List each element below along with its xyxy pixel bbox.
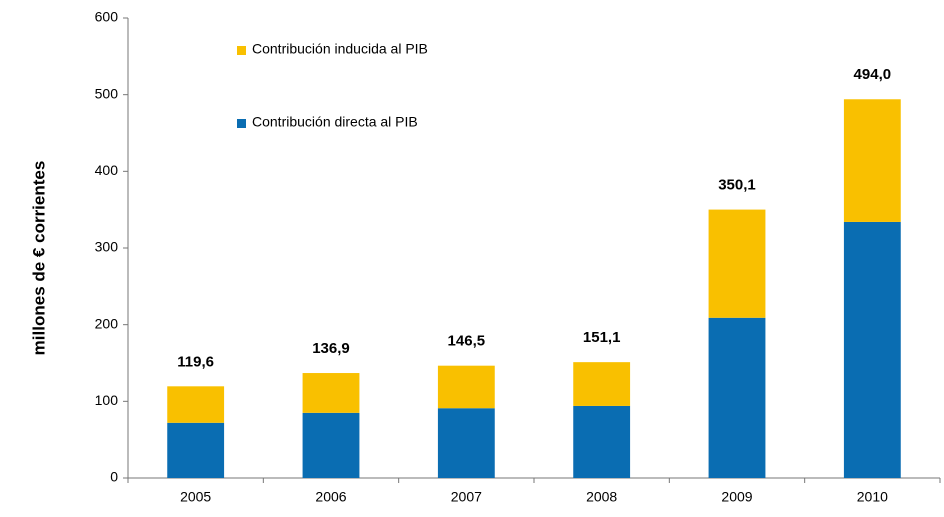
x-tick-label: 2007 [451,489,482,505]
bar-segment [573,405,631,478]
total-label: 146,5 [448,333,486,350]
total-label: 119,6 [177,353,214,370]
total-label: 136,9 [312,340,350,357]
bar-segment [843,221,901,478]
bar-segment [167,386,225,423]
bar-segment [708,317,766,478]
y-tick-label: 100 [95,392,119,408]
bar-segment [437,408,495,478]
x-tick-label: 2008 [586,489,617,505]
bar-segment [167,422,225,478]
legend-label: Contribución directa al PIB [252,114,418,130]
bar-segment [437,365,495,409]
total-label: 350,1 [718,177,756,194]
y-tick-label: 500 [95,85,119,101]
legend-swatch [237,46,246,55]
bar-segment [302,412,360,478]
bar-segment [843,99,901,222]
legend-swatch [237,119,246,128]
x-tick-label: 2005 [180,489,211,505]
y-axis-label: millones de € corrientes [29,161,48,356]
y-tick-label: 300 [95,239,119,255]
total-label: 151,1 [583,329,621,346]
x-tick-label: 2010 [857,489,888,505]
bar-segment [708,209,766,318]
y-tick-label: 600 [95,9,119,25]
bar-segment [573,362,631,406]
legend-label: Contribución inducida al PIB [252,41,428,57]
y-tick-label: 400 [95,162,119,178]
total-label: 494,0 [854,66,892,83]
x-tick-label: 2009 [721,489,752,505]
y-tick-label: 200 [95,315,119,331]
bar-segment [302,373,360,413]
x-tick-label: 2006 [315,489,346,505]
y-tick-label: 0 [110,469,118,485]
